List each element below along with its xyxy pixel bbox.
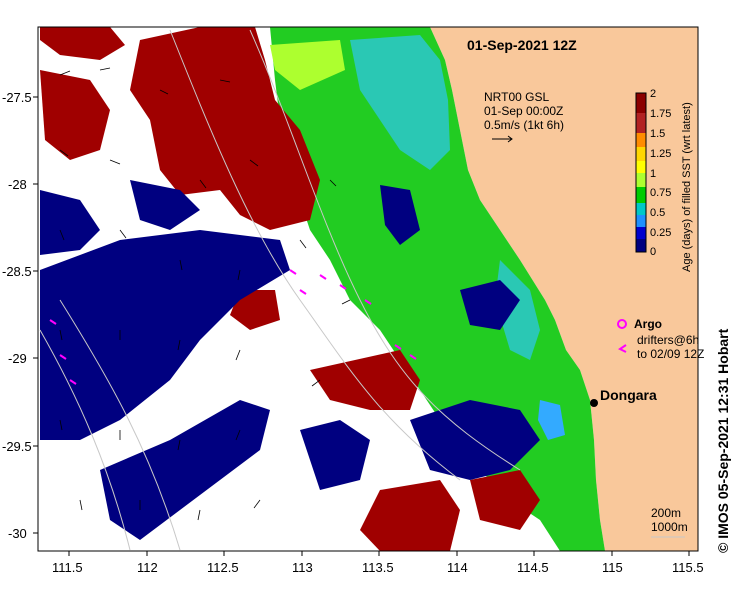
x-tick-label: 112 [137,560,158,575]
colorbar-segment [636,239,646,252]
navy-band-7 [460,280,520,330]
place-dongara: Dongara [590,387,657,407]
colorbar-tick: 1 [650,168,656,180]
stale-patch-7 [470,470,540,530]
sst-age-field [40,27,698,551]
x-tick-label: 112.5 [207,560,239,575]
contour-200m [249,29,521,471]
navy-band-8 [380,185,420,245]
x-tick-label: 113 [292,560,313,575]
navy-band-3 [130,180,200,230]
stale-patch-2 [130,27,320,230]
y-tick-label: -30 [8,526,27,541]
contour-deep-1 [59,299,181,551]
colorbar-tick: 1.5 [650,128,665,140]
x-tick-label: 114.5 [517,560,549,575]
cyan-water [350,35,450,170]
colorbar-segment [636,215,646,227]
land-mass [430,27,698,551]
contour-1000m [169,29,461,481]
plot-frame [37,26,699,552]
colorbar-tick: 2 [650,88,656,100]
colorbar-segment [636,161,646,173]
current-legend-line2: 01-Sep 00:00Z [484,104,563,118]
current-legend: NRT00 GSL 01-Sep 00:00Z 0.5m/s (1kt 6h) [484,90,564,143]
argo-marker-icon [617,319,627,329]
current-legend-line1: NRT00 GSL [484,90,549,104]
colorbar-segment [636,187,646,203]
colorbar-tick: 0 [650,246,656,258]
stale-patch-1 [40,27,125,60]
stale-patch-4 [310,350,420,410]
depth-legend-line2: 1000m [651,520,688,534]
argo-legend-label: Argo [634,317,662,331]
x-tick-label: 115.5 [672,560,704,575]
drifter-track-icon [618,344,627,353]
colorbar-segment [636,113,646,133]
stale-patch-3 [40,70,110,160]
x-tick-label: 113.5 [362,560,394,575]
stale-patch-5 [230,290,280,330]
colorbar-segment [636,203,646,215]
colorbar-segment [636,227,646,239]
y-tick-label: -28.5 [2,264,32,279]
depth-contours [39,29,521,551]
y-tick-label: -29.5 [2,439,32,454]
argo-legend-line2: to 02/09 12Z [637,347,704,361]
x-axis: 111.5 112 112.5 113 113.5 114 114.5 115 … [52,551,704,575]
colorbar-tick: 1.25 [650,148,671,160]
x-tick-label: 114 [447,560,468,575]
y-tick-label: -28 [8,177,27,192]
place-marker-icon [590,399,598,407]
y-tick-label: -29 [8,351,27,366]
colorbar-segment [636,173,646,187]
navy-band-5 [300,420,370,490]
credit-text: © IMOS 05-Sep-2021 12:31 Hobart [715,328,731,553]
place-label: Dongara [600,387,657,403]
navy-band-4 [100,400,270,540]
light-blue-patch [538,400,565,440]
x-tick-label: 115 [602,560,623,575]
colorbar: 2 1.75 1.5 1.25 1 0.75 0.5 0.25 0 Age (d… [635,88,693,272]
stale-patch-6 [360,480,460,551]
y-tick-label: -27.5 [2,90,32,105]
depth-legend-line1: 200m [651,506,681,520]
colorbar-tick: 0.5 [650,207,665,219]
colorbar-segment [636,93,646,113]
argo-legend: Argo drifters@6h to 02/09 12Z [617,317,704,361]
colorbar-segment [636,133,646,147]
colorbar-segment [636,147,646,161]
argo-legend-line1: drifters@6h [637,333,699,347]
cyan-water-south [495,260,540,360]
contour-deep-2 [39,329,131,551]
navy-band-2 [40,190,100,255]
map-title: 01-Sep-2021 12Z [467,37,577,53]
colorbar-label: Age (days) of filled SST (wrt latest) [681,102,693,272]
colorbar-tick: 0.75 [650,187,671,199]
colorbar-frame [635,92,647,253]
argo-drifter-tracks [49,269,417,385]
depth-legend: 200m 1000m [651,506,688,538]
navy-band-1 [40,230,290,440]
current-legend-line3: 0.5m/s (1kt 6h) [484,118,564,132]
colorbar-tick: 1.75 [650,108,671,120]
x-tick-label: 111.5 [52,560,83,575]
current-vectors [59,67,351,521]
lime-patch [270,40,345,90]
scale-arrowhead-icon [507,135,513,143]
y-axis: -27.5 -28 -28.5 -29 -29.5 -30 [2,90,38,541]
colorbar-tick: 0.25 [650,227,671,239]
